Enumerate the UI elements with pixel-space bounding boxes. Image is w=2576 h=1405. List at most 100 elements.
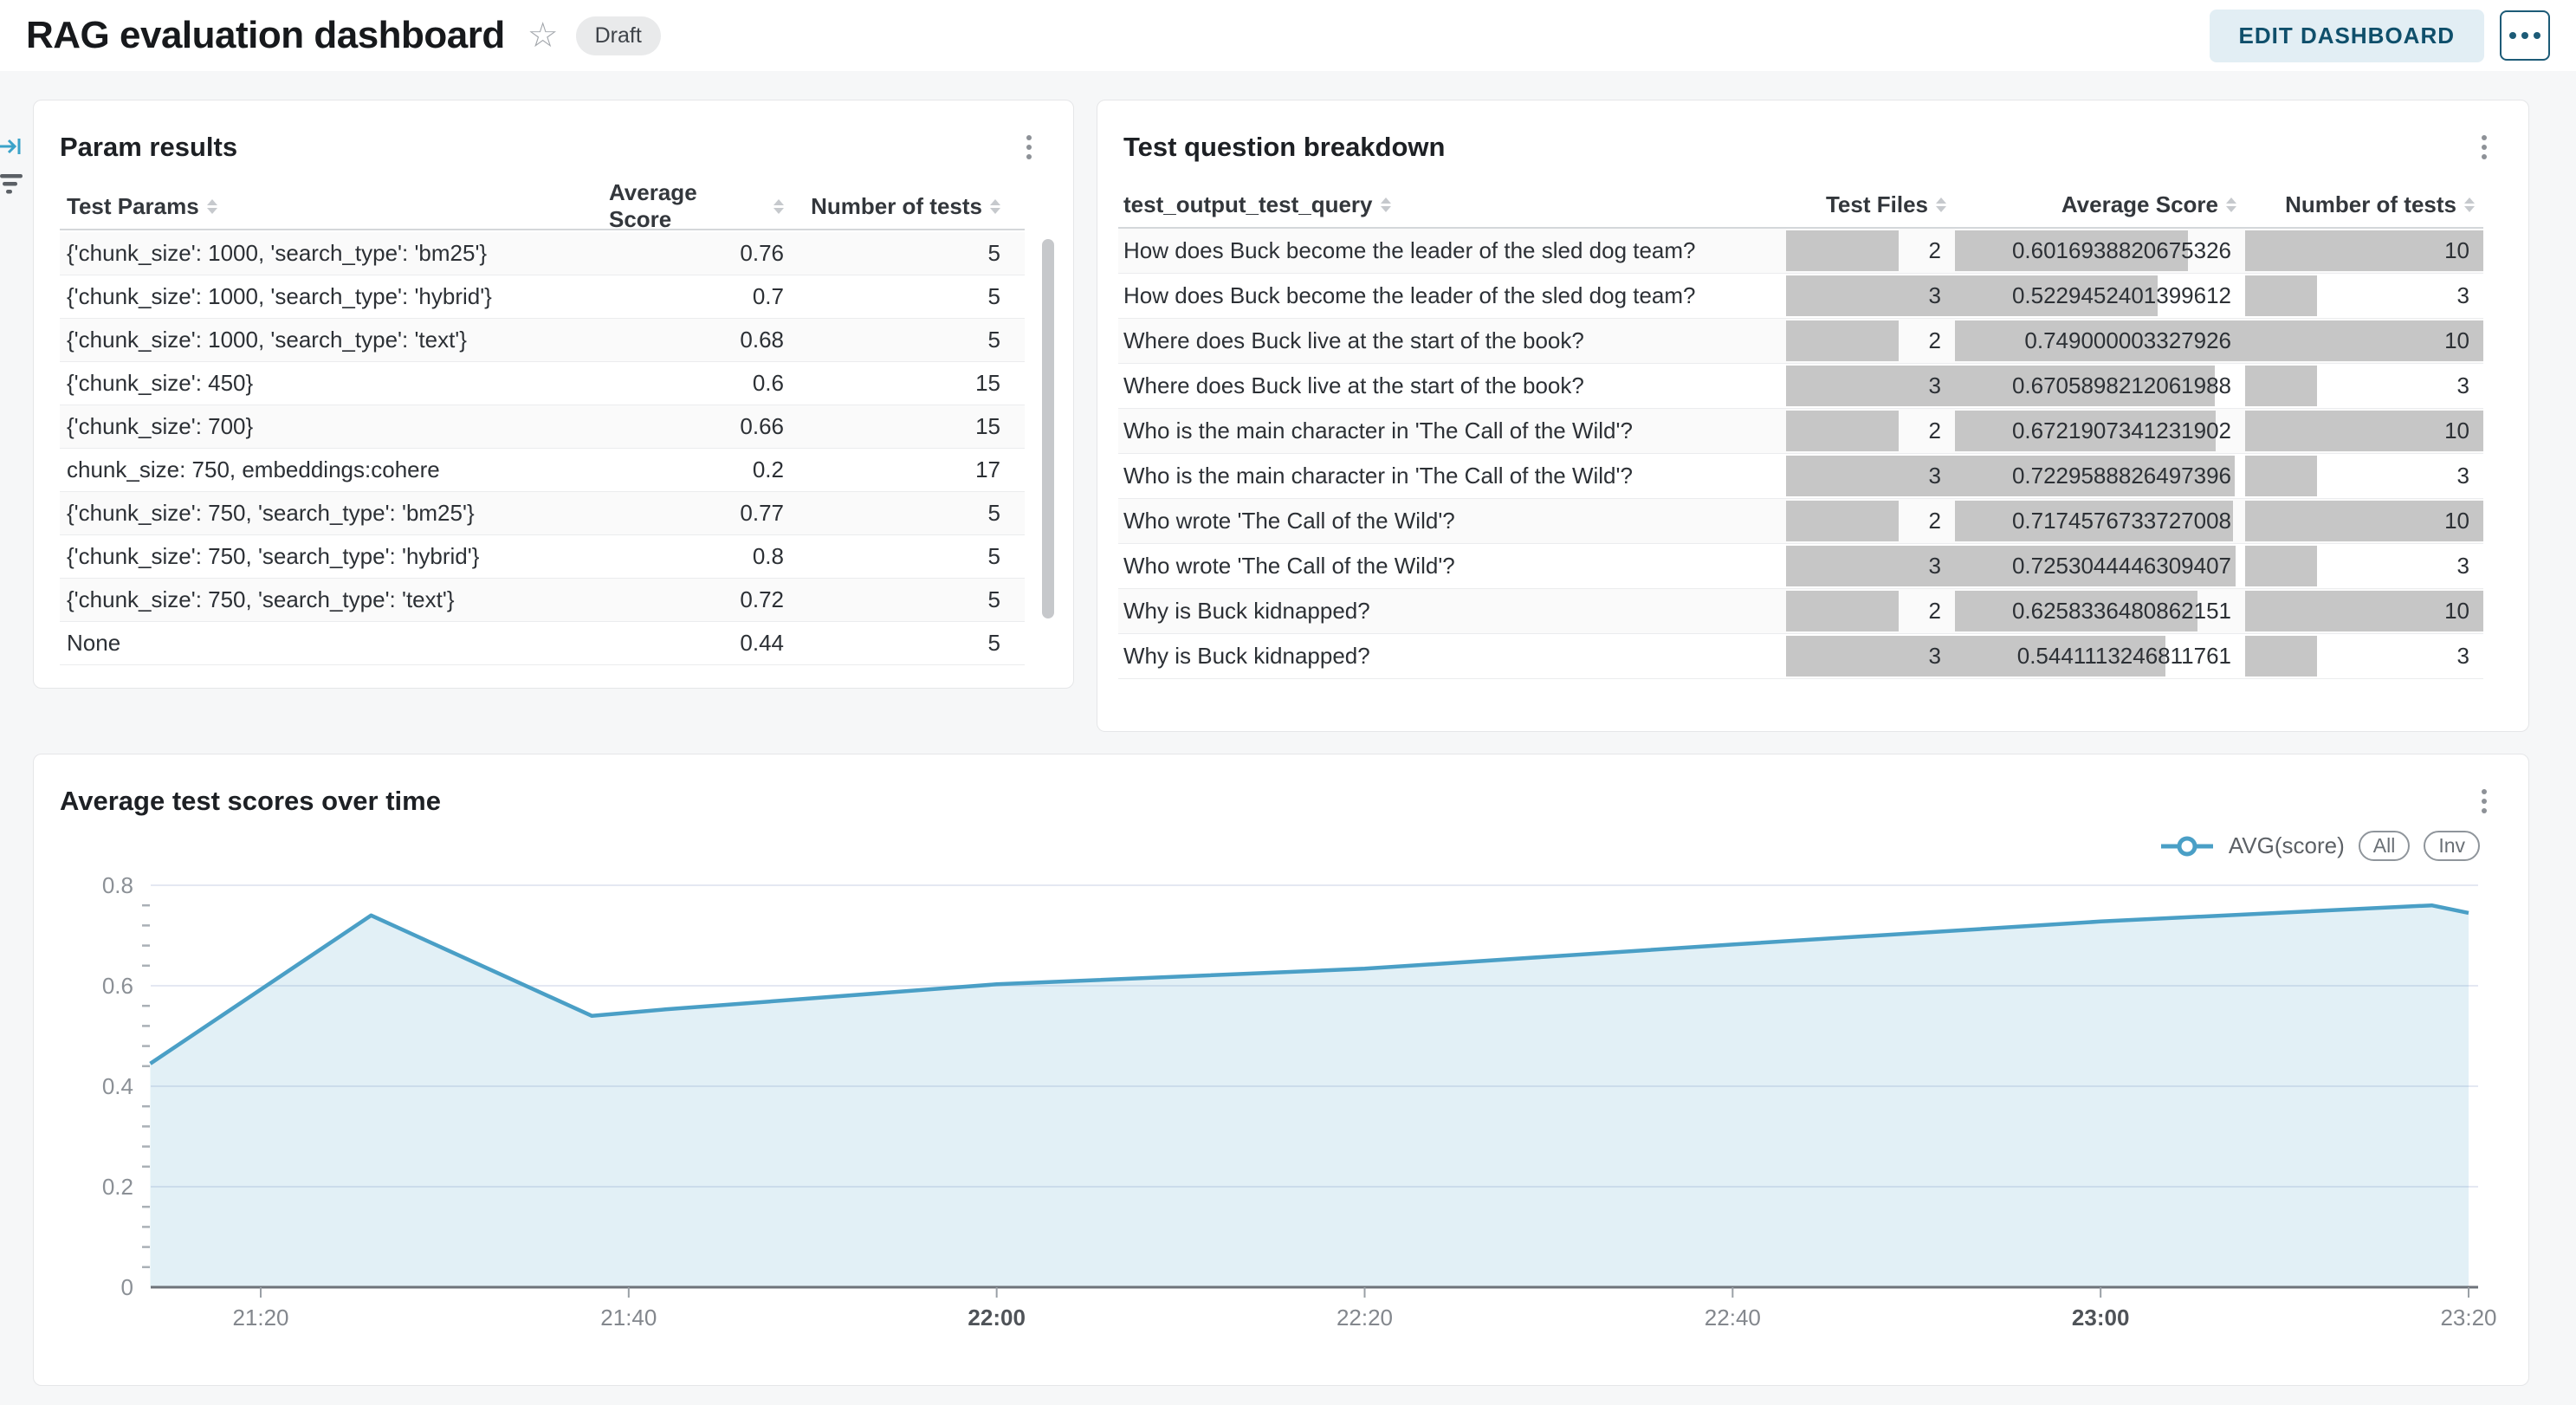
dot xyxy=(2509,32,2516,39)
table-row: Where does Buck live at the start of the… xyxy=(1118,364,2483,409)
column-header-number-of-tests[interactable]: Number of tests xyxy=(2245,191,2483,218)
table-cell: 5 xyxy=(987,327,1000,353)
table-cell: chunk_size: 750, embeddings:cohere xyxy=(67,456,440,482)
collapse-panel-icon[interactable] xyxy=(0,135,23,158)
status-badge: Draft xyxy=(575,16,661,55)
cell-with-data-bar: 3 xyxy=(2245,544,2483,588)
sort-icon[interactable] xyxy=(206,198,217,214)
dot xyxy=(2534,32,2540,39)
table-cell: {'chunk_size': 700} xyxy=(67,413,254,439)
cell-with-data-bar: 10 xyxy=(2245,319,2483,363)
edit-dashboard-button[interactable]: EDIT DASHBOARD xyxy=(2209,9,2484,62)
cell-with-data-bar: 2 xyxy=(1786,319,1955,363)
table-row: {'chunk_size': 750, 'search_type': 'bm25… xyxy=(60,492,1025,535)
more-options-button[interactable] xyxy=(2500,10,2550,61)
table-row: {'chunk_size': 700} 0.66 15 xyxy=(60,405,1025,449)
table-cell: 5 xyxy=(987,543,1000,569)
cell-with-data-bar: 3 xyxy=(2245,274,2483,318)
table-cell: {'chunk_size': 1000, 'search_type': 'bm2… xyxy=(67,240,488,266)
table-cell: {'chunk_size': 750, 'search_type': 'bm25… xyxy=(67,500,475,526)
cell-test-query: How does Buck become the leader of the s… xyxy=(1123,237,1696,263)
dot xyxy=(2521,32,2528,39)
sort-icon[interactable] xyxy=(2464,197,2475,212)
cell-with-data-bar: 10 xyxy=(2245,409,2483,453)
legend-inv-button[interactable]: Inv xyxy=(2424,831,2480,861)
sort-icon[interactable] xyxy=(990,198,1000,214)
column-header-average-score[interactable]: Average Score xyxy=(1955,191,2245,218)
cell-test-query: Who wrote 'The Call of the Wild'? xyxy=(1123,508,1455,534)
table-cell: 17 xyxy=(975,456,1000,482)
legend-all-button[interactable]: All xyxy=(2358,831,2411,861)
cell-with-data-bar: 10 xyxy=(2245,499,2483,543)
kebab-menu-icon[interactable] xyxy=(2478,132,2490,163)
sort-icon[interactable] xyxy=(2226,197,2236,212)
table-cell: 0.2 xyxy=(752,456,784,482)
table-row: Who wrote 'The Call of the Wild'? 2 0.7174… xyxy=(1118,499,2483,544)
table-cell: {'chunk_size': 750, 'search_type': 'hybr… xyxy=(67,543,480,569)
cell-with-data-bar: 3 xyxy=(1786,544,1955,588)
legend-series-label[interactable]: AVG(score) xyxy=(2228,832,2345,858)
svg-text:22:20: 22:20 xyxy=(1337,1305,1393,1331)
table-row: Who is the main character in 'The Call o… xyxy=(1118,409,2483,454)
cell-test-query: Where does Buck live at the start of the… xyxy=(1123,372,1584,398)
chart-plot[interactable]: 0 0.2 0.4 0.6 0.8 21:20 21:40 22:00 22:20 22:40 23… xyxy=(34,754,2529,1386)
sort-icon[interactable] xyxy=(1380,197,1391,212)
column-header-number-of-tests[interactable]: Number of tests xyxy=(808,193,1025,220)
table-cell: {'chunk_size': 1000, 'search_type': 'hyb… xyxy=(67,283,492,309)
table-cell: 0.68 xyxy=(740,327,784,353)
favorite-star-icon[interactable]: ☆ xyxy=(527,16,559,55)
filter-icon[interactable] xyxy=(0,172,26,197)
cell-with-data-bar: 3 xyxy=(1786,364,1955,408)
cell-with-data-bar: 0.6705898212061988 xyxy=(1955,364,2245,408)
cell-with-data-bar: 0.6016938820675326 xyxy=(1955,229,2245,273)
column-header-test-files[interactable]: Test Files xyxy=(1786,191,1955,218)
svg-text:21:20: 21:20 xyxy=(232,1305,288,1331)
panel-param-results: Param results Test Params Average Score … xyxy=(33,100,1074,689)
table-cell: 0.8 xyxy=(752,543,784,569)
cell-with-data-bar: 0.7253044446309407 xyxy=(1955,544,2245,588)
cell-with-data-bar: 0.749000003327926 xyxy=(1955,319,2245,363)
table-cell: 0.7 xyxy=(752,283,784,309)
column-header-test-params[interactable]: Test Params xyxy=(60,193,609,220)
vertical-scrollbar[interactable] xyxy=(1042,239,1054,618)
table-cell: 5 xyxy=(987,586,1000,612)
table-cell: 15 xyxy=(975,370,1000,396)
column-header-test-query[interactable]: test_output_test_query xyxy=(1118,191,1786,218)
cell-with-data-bar: 3 xyxy=(1786,274,1955,318)
svg-text:23:00: 23:00 xyxy=(2072,1305,2130,1331)
scores-over-time-chart[interactable]: 0 0.2 0.4 0.6 0.8 21:20 21:40 22:00 22:20 22:40 23… xyxy=(34,754,2529,1386)
table-cell: {'chunk_size': 750, 'search_type': 'text… xyxy=(67,586,455,612)
svg-text:0: 0 xyxy=(121,1274,133,1300)
cell-with-data-bar: 2 xyxy=(1786,589,1955,633)
table-row: {'chunk_size': 1000, 'search_type': 'bm2… xyxy=(60,232,1025,275)
table-row: {'chunk_size': 750, 'search_type': 'text… xyxy=(60,579,1025,622)
svg-text:0.8: 0.8 xyxy=(102,872,133,898)
table-cell: 5 xyxy=(987,500,1000,526)
svg-text:0.4: 0.4 xyxy=(102,1073,133,1099)
table-cell: 5 xyxy=(987,630,1000,656)
table-row: Who is the main character in 'The Call o… xyxy=(1118,454,2483,499)
svg-text:21:40: 21:40 xyxy=(600,1305,657,1331)
question-table-header: test_output_test_query Test Files Averag… xyxy=(1118,182,2483,229)
kebab-menu-icon[interactable] xyxy=(1023,132,1035,163)
cell-with-data-bar: 2 xyxy=(1786,409,1955,453)
cell-with-data-bar: 0.7174576733727008 xyxy=(1955,499,2245,543)
sort-icon[interactable] xyxy=(773,198,784,214)
table-cell: 0.44 xyxy=(740,630,784,656)
cell-with-data-bar: 0.5229452401399612 xyxy=(1955,274,2245,318)
table-cell: 0.77 xyxy=(740,500,784,526)
table-cell: {'chunk_size': 1000, 'search_type': 'tex… xyxy=(67,327,467,353)
table-cell: {'chunk_size': 450} xyxy=(67,370,254,396)
column-header-average-score[interactable]: Average Score xyxy=(609,179,808,233)
table-cell: 15 xyxy=(975,413,1000,439)
cell-test-query: How does Buck become the leader of the s… xyxy=(1123,282,1696,308)
panel-title: Average test scores over time xyxy=(60,786,441,816)
sort-icon[interactable] xyxy=(1936,197,1946,212)
param-table-body: {'chunk_size': 1000, 'search_type': 'bm2… xyxy=(60,232,1025,665)
svg-text:0.6: 0.6 xyxy=(102,973,133,999)
cell-with-data-bar: 10 xyxy=(2245,229,2483,273)
cell-with-data-bar: 3 xyxy=(2245,454,2483,498)
table-row: Where does Buck live at the start of the… xyxy=(1118,319,2483,364)
cell-with-data-bar: 0.6258336480862151 xyxy=(1955,589,2245,633)
kebab-menu-icon[interactable] xyxy=(2478,786,2490,817)
